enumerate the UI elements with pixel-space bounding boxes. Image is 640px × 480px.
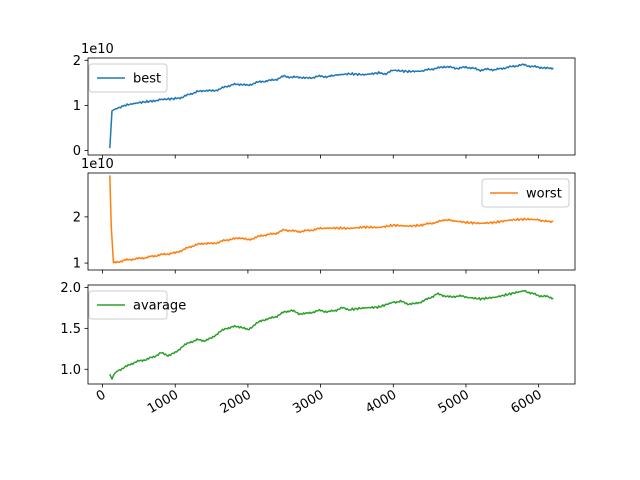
legend-label-avarage: avarage: [133, 299, 186, 314]
y-tick-label: 1: [73, 257, 81, 272]
axes-frame: [87, 284, 576, 385]
y-tick-label: 2: [73, 54, 81, 69]
y-tick-label: 1.5: [60, 322, 81, 337]
legend-box: [88, 290, 168, 320]
x-tick-label: 5000: [436, 387, 472, 417]
y-tick-label: 2.0: [60, 281, 81, 296]
axes-frame: [87, 172, 576, 271]
legend: best: [88, 63, 168, 93]
x-tick-label: 2000: [218, 387, 254, 417]
legend-box: [88, 63, 168, 93]
series-line-best: [109, 63, 554, 149]
x-tick-label: 0: [94, 387, 109, 404]
x-tick-label: 1000: [145, 387, 181, 417]
series-line-avarage: [109, 289, 554, 380]
legend: worst: [481, 178, 570, 208]
legend-box: [481, 178, 570, 208]
subplot-3: 1.0 1.5 2.0 0 1000 2000 3000 4000 5000 6000 avarag…: [60, 281, 576, 417]
legend: avarage: [88, 290, 186, 320]
y-tick-label: 1: [73, 99, 81, 114]
x-tick-label: 3000: [290, 387, 326, 417]
y-offset-label: 1e10: [81, 157, 114, 172]
axes-frame: [87, 57, 576, 156]
y-tick-label: 1.0: [60, 363, 81, 378]
x-tick-label: 6000: [508, 387, 544, 417]
y-tick-label: 0: [73, 144, 81, 159]
y-offset-label: 1e10: [81, 42, 114, 57]
legend-label-best: best: [133, 72, 161, 87]
subplot-2: 1 2 1e10 worst: [73, 157, 576, 274]
legend-label-worst: worst: [526, 187, 562, 202]
series-line-worst: [109, 175, 554, 264]
y-tick-label: 2: [73, 210, 81, 225]
x-tick-label: 4000: [363, 387, 399, 417]
